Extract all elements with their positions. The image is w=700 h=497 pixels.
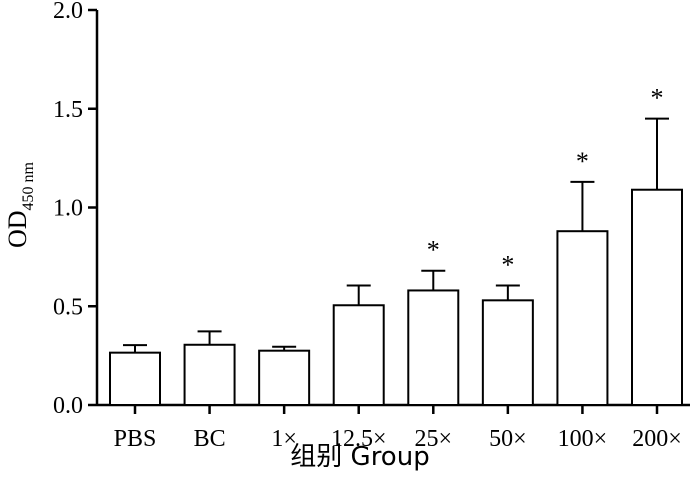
bar <box>631 188 683 406</box>
bar <box>109 351 161 407</box>
y-tick-label: 1.5 <box>53 97 83 123</box>
x-tick-label: 200× <box>632 426 682 452</box>
bar <box>258 349 311 406</box>
significance-marker: * <box>501 251 514 280</box>
x-tick-label: BC <box>194 426 226 452</box>
bar <box>407 289 460 407</box>
y-axis-title: OD450 nm <box>3 161 37 248</box>
x-axis-title: 组别 Group <box>290 442 429 472</box>
x-tick-label: 12.5× <box>331 426 387 452</box>
bar <box>481 299 534 407</box>
x-tick-label: 50× <box>489 426 527 452</box>
x-tick-label: 25× <box>415 426 453 452</box>
significance-marker: * <box>651 84 664 113</box>
y-axis-title-subscript: 450 nm <box>20 161 37 210</box>
bar <box>556 230 609 406</box>
x-tick-label: PBS <box>114 426 157 452</box>
significance-marker: * <box>576 147 589 176</box>
bars: PBS BC 1× 12.5× 25× * 50× * 100× * 200× * <box>109 84 683 452</box>
bar <box>332 304 385 407</box>
x-tick-label: 100× <box>558 426 608 452</box>
y-tick-label: 1.0 <box>53 196 83 222</box>
bar <box>183 343 236 407</box>
y-axis: 0.0 0.5 1.0 1.5 2.0 <box>53 0 99 419</box>
y-tick-label: 0.0 <box>53 393 83 419</box>
y-tick-label: 2.0 <box>53 0 83 24</box>
significance-marker: * <box>427 236 440 265</box>
y-axis-title-main: OD <box>3 210 32 248</box>
x-tick-label: 1× <box>271 426 297 452</box>
y-tick-label: 0.5 <box>53 294 83 320</box>
